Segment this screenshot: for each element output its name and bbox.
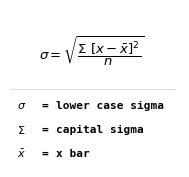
Text: $\bar{x}$: $\bar{x}$ [17,148,26,160]
Text: =: = [42,101,49,111]
Text: =: = [42,149,49,159]
Text: capital sigma: capital sigma [56,125,144,135]
Text: x bar: x bar [56,149,90,159]
Text: $\sigma$: $\sigma$ [17,101,26,111]
Text: =: = [42,125,49,135]
Text: $\sigma = \sqrt{\dfrac{\Sigma\ [x-\bar{x}]^2}{n}}$: $\sigma = \sqrt{\dfrac{\Sigma\ [x-\bar{x… [39,34,144,68]
Text: $\Sigma$: $\Sigma$ [17,124,25,136]
Text: lower case sigma: lower case sigma [56,101,164,111]
